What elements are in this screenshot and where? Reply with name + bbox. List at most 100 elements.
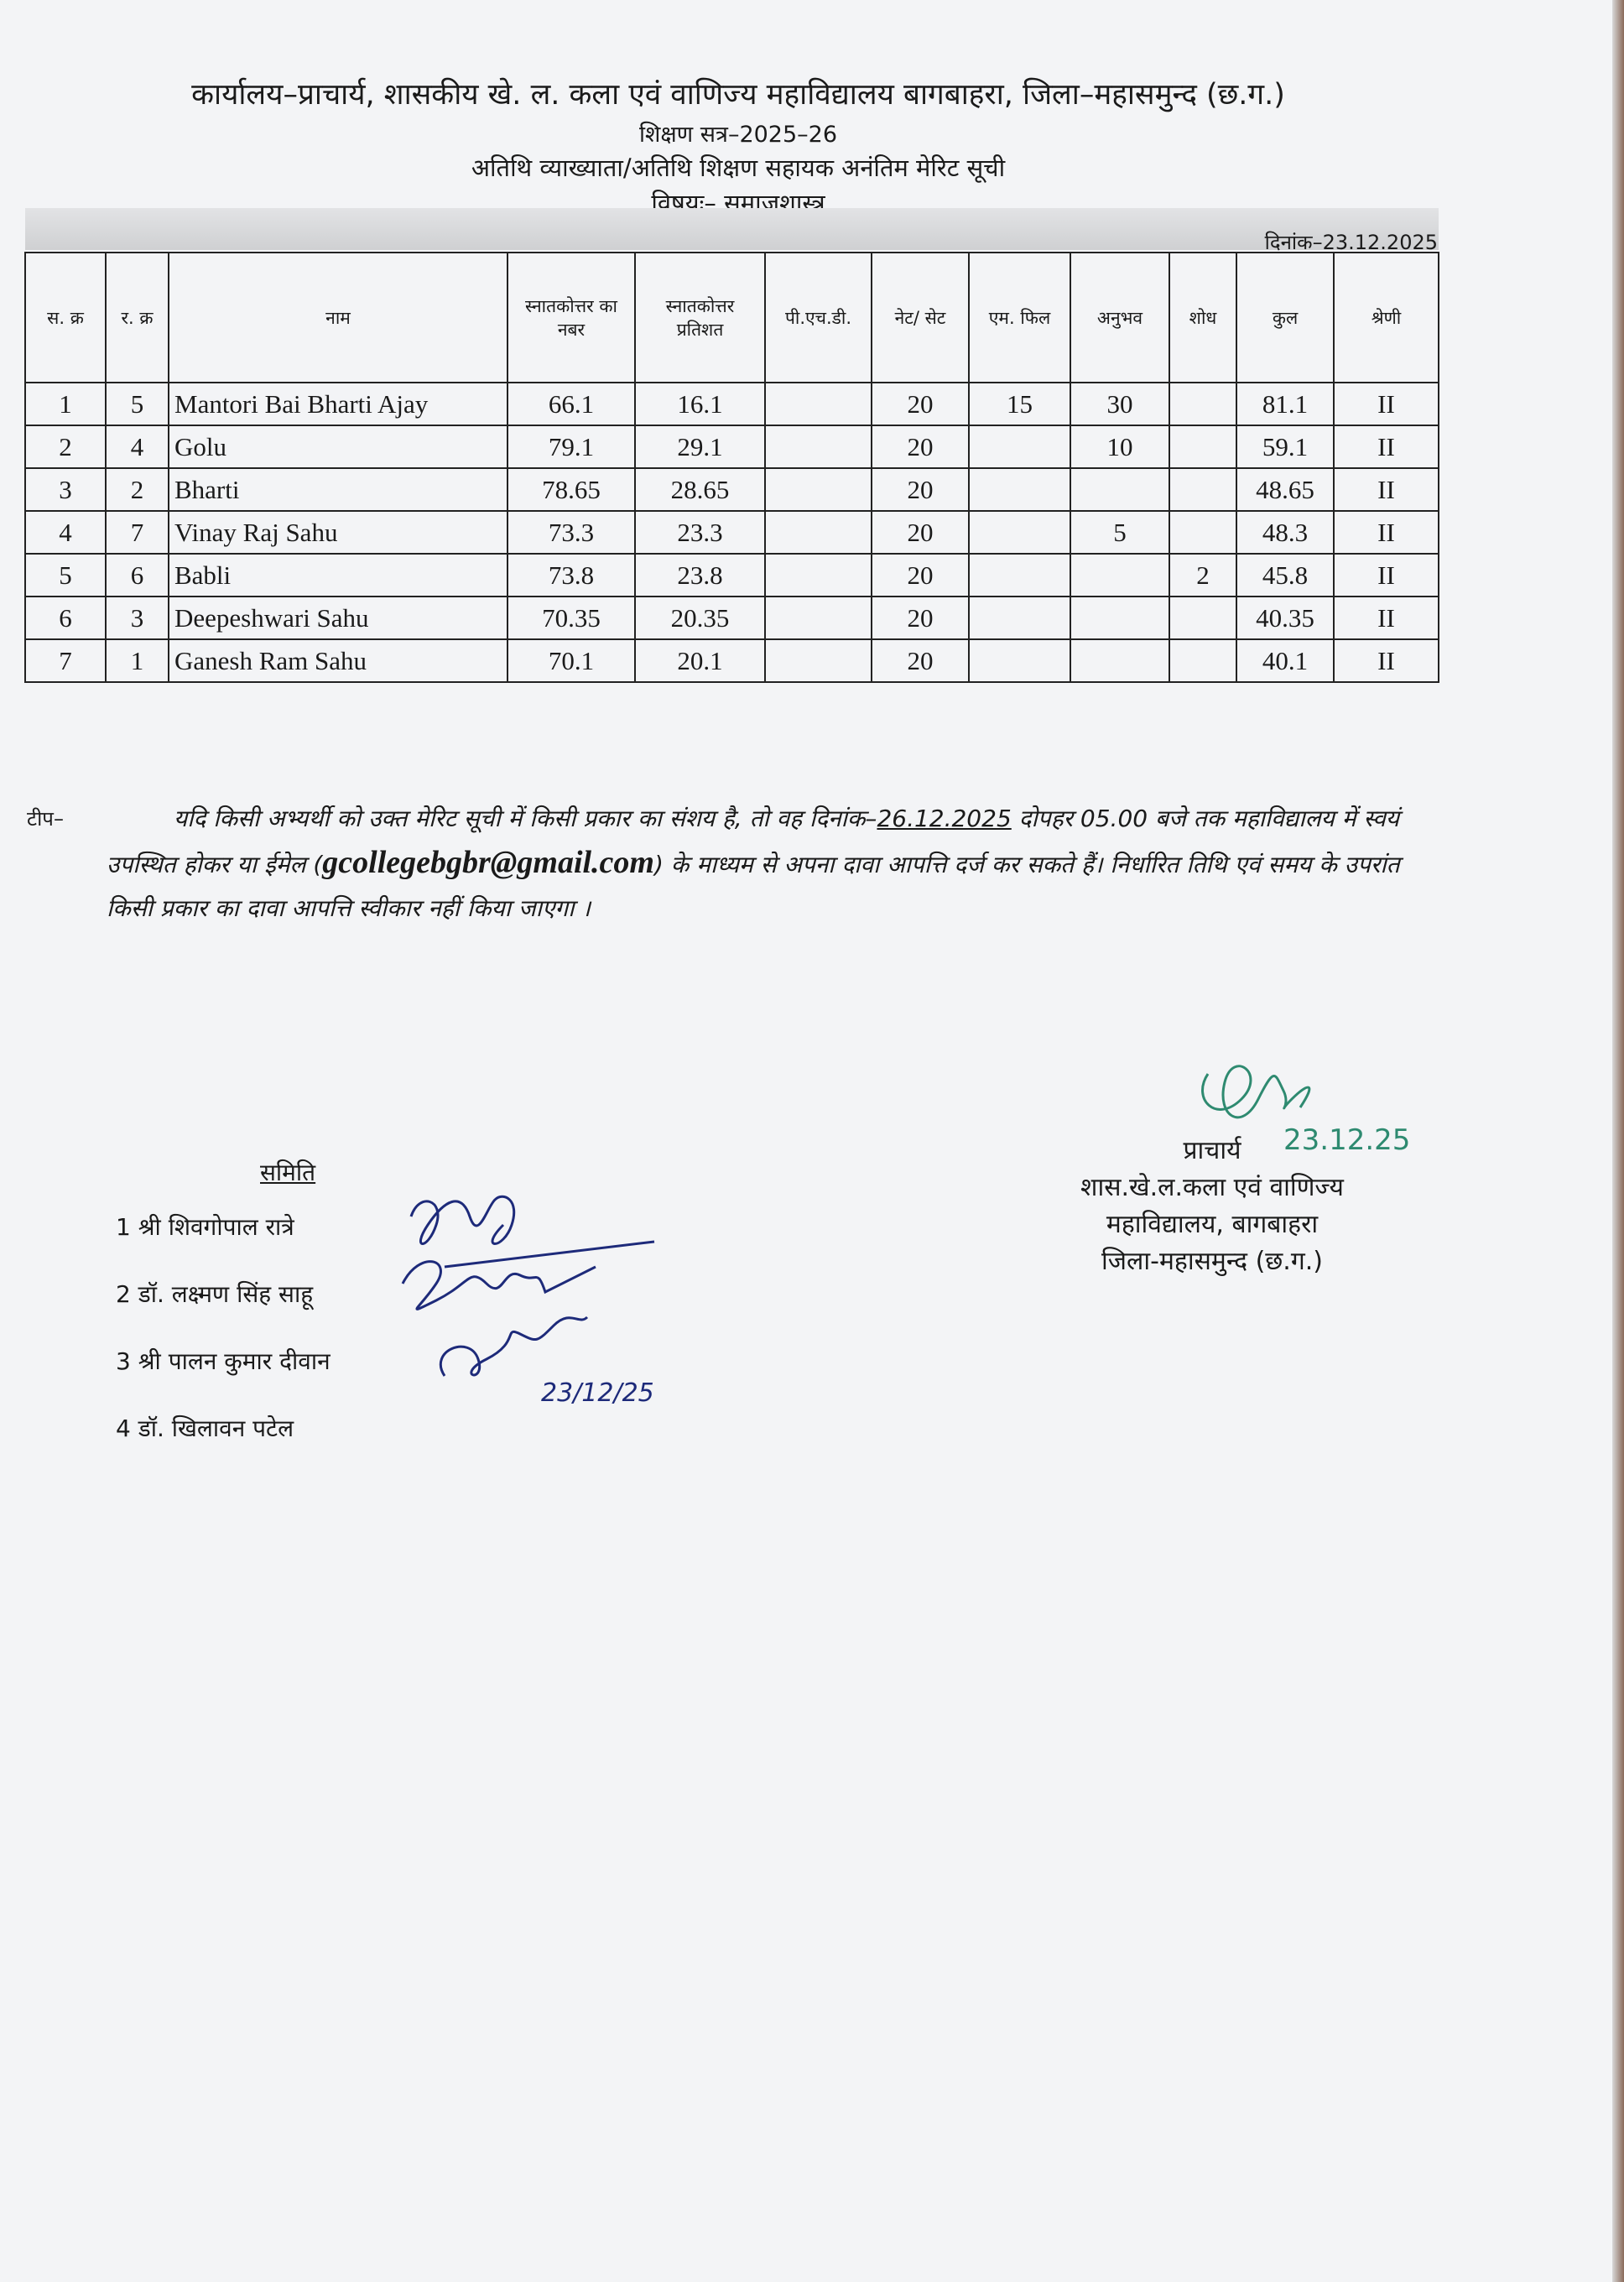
table-cell [968, 510, 1071, 555]
table-cell: Ganesh Ram Sahu [168, 638, 508, 683]
column-header: कुल [1236, 252, 1335, 383]
column-header: पी.एच.डी. [764, 252, 872, 383]
table-cell: 20 [871, 596, 970, 640]
table-cell: 4 [24, 510, 107, 555]
table-cell: 3 [105, 596, 169, 640]
table-cell: 81.1 [1236, 382, 1335, 426]
table-row: 7 1 Ganesh Ram Sahu 70.1 20.1 20 40.1 II [24, 638, 1439, 683]
table-cell: 73.3 [507, 510, 636, 555]
table-cell: Bharti [168, 467, 508, 512]
table-cell [1070, 553, 1170, 597]
committee-member: 4 डॉ. खिलावन पटेल [116, 1415, 294, 1442]
table-cell: 5 [24, 553, 107, 597]
scan-shadow [25, 208, 1439, 250]
column-header: स्नातकोत्तर प्रतिशत [634, 252, 766, 383]
note-text: यदि किसी अभ्यर्थी को उक्त मेरिट सूची में… [174, 805, 877, 832]
table-cell: 29.1 [634, 425, 766, 469]
table-cell: Mantori Bai Bharti Ajay [168, 382, 508, 426]
svg-text:23/12/25: 23/12/25 [541, 1378, 654, 1408]
table-cell: 20 [871, 467, 970, 512]
table-cell: 66.1 [507, 382, 636, 426]
column-header: शोध [1169, 252, 1237, 383]
table-cell: 20 [871, 425, 970, 469]
page-edge [1612, 0, 1624, 2282]
column-header: नाम [168, 252, 508, 383]
table-cell: II [1333, 553, 1439, 597]
table-row: 2 4 Golu 79.1 29.1 20 10 59.1 II [24, 425, 1439, 469]
document-date: दिनांक–23.12.2025 [1264, 231, 1438, 254]
table-cell: 2 [105, 467, 169, 512]
table-cell: 59.1 [1236, 425, 1335, 469]
table-row: 4 7 Vinay Raj Sahu 73.3 23.3 20 5 48.3 II [24, 510, 1439, 555]
column-header: श्रेणी [1333, 252, 1439, 383]
principal-seal-line: शास.खे.ल.कला एवं वाणिज्य [1080, 1173, 1344, 1202]
table-cell: Deepeshwari Sahu [168, 596, 508, 640]
svg-text:23.12.25: 23.12.25 [1283, 1123, 1410, 1157]
table-cell: II [1333, 510, 1439, 555]
table-cell: II [1333, 596, 1439, 640]
deadline-date: 26.12.2025 [877, 805, 1012, 832]
table-cell: 40.35 [1236, 596, 1335, 640]
table-cell: 7 [105, 510, 169, 555]
table-cell: Golu [168, 425, 508, 469]
principal-seal-line: महाविद्यालय, बागबाहरा [1106, 1210, 1319, 1239]
table-cell: Babli [168, 553, 508, 597]
table-cell: 6 [24, 596, 107, 640]
table-cell: 3 [24, 467, 107, 512]
committee-member: 1 श्री शिवगोपाल रात्रे [116, 1213, 294, 1241]
table-cell [764, 467, 872, 512]
table-cell: 40.1 [1236, 638, 1335, 683]
table-cell [968, 553, 1071, 597]
table-cell: 16.1 [634, 382, 766, 426]
table-cell: 5 [105, 382, 169, 426]
table-cell [968, 596, 1071, 640]
committee-member: 2 डॉ. लक्ष्मण सिंह साहू [116, 1280, 314, 1308]
table-cell [1169, 467, 1237, 512]
table-cell: 78.65 [507, 467, 636, 512]
table-row: 1 5 Mantori Bai Bharti Ajay 66.1 16.1 20 15 30 8… [24, 382, 1439, 426]
table-cell: 10 [1070, 425, 1170, 469]
column-header: अनुभव [1070, 252, 1170, 383]
principal-block: प्राचार्य शास.खे.ल.कला एवं वाणिज्य महावि… [1053, 1133, 1372, 1280]
note-label: टीप– [27, 807, 64, 831]
table-cell [764, 510, 872, 555]
table-cell: 79.1 [507, 425, 636, 469]
list-title: अतिथि व्याख्याता/अतिथि शिक्षण सहायक अनंत… [471, 154, 1006, 182]
table-cell: 70.1 [507, 638, 636, 683]
committee-title: समिति [260, 1159, 316, 1186]
table-cell [764, 553, 872, 597]
table-cell: 48.3 [1236, 510, 1335, 555]
table-cell: Vinay Raj Sahu [168, 510, 508, 555]
table-cell [764, 382, 872, 426]
table-row: 5 6 Babli 73.8 23.8 20 2 45.8 II [24, 553, 1439, 597]
table-cell: II [1333, 382, 1439, 426]
table-cell [1070, 638, 1170, 683]
table-cell [764, 425, 872, 469]
table-cell: 2 [24, 425, 107, 469]
table-cell: 20 [871, 638, 970, 683]
table-cell [1070, 596, 1170, 640]
column-header: एम. फिल [968, 252, 1071, 383]
table-cell [1169, 596, 1237, 640]
table-row: 6 3 Deepeshwari Sahu 70.35 20.35 20 40.35 II [24, 596, 1439, 640]
column-header: स. क्र [24, 252, 107, 383]
table-cell [764, 638, 872, 683]
table-cell: 7 [24, 638, 107, 683]
table-cell: 45.8 [1236, 553, 1335, 597]
table-cell [968, 638, 1071, 683]
principal-seal-line: जिला-महासमुन्द (छ.ग.) [1101, 1247, 1323, 1276]
committee-signatures: 23/12/25 [401, 1195, 655, 1408]
table-cell: 73.8 [507, 553, 636, 597]
table-cell: II [1333, 467, 1439, 512]
session: शिक्षण सत्र–2025–26 [638, 122, 838, 148]
merit-table: स. क्र र. क्र नाम स्नातकोत्तर का नबर स्नातको… [24, 252, 1439, 683]
table-cell: 6 [105, 553, 169, 597]
table-cell: 15 [968, 382, 1071, 426]
table-cell: 20 [871, 510, 970, 555]
table-cell: 28.65 [634, 467, 766, 512]
table-cell: 1 [24, 382, 107, 426]
note-text: दोपहर 05.00 बजे तक महाविद्यालय में स्वयं… [107, 805, 1400, 878]
table-cell: 5 [1070, 510, 1170, 555]
note-text: ) के माध्यम से अपना दावा आपत्ति दर्ज कर … [107, 851, 1400, 922]
email-link[interactable]: gcollegebgbr@gmail.com [322, 845, 654, 880]
